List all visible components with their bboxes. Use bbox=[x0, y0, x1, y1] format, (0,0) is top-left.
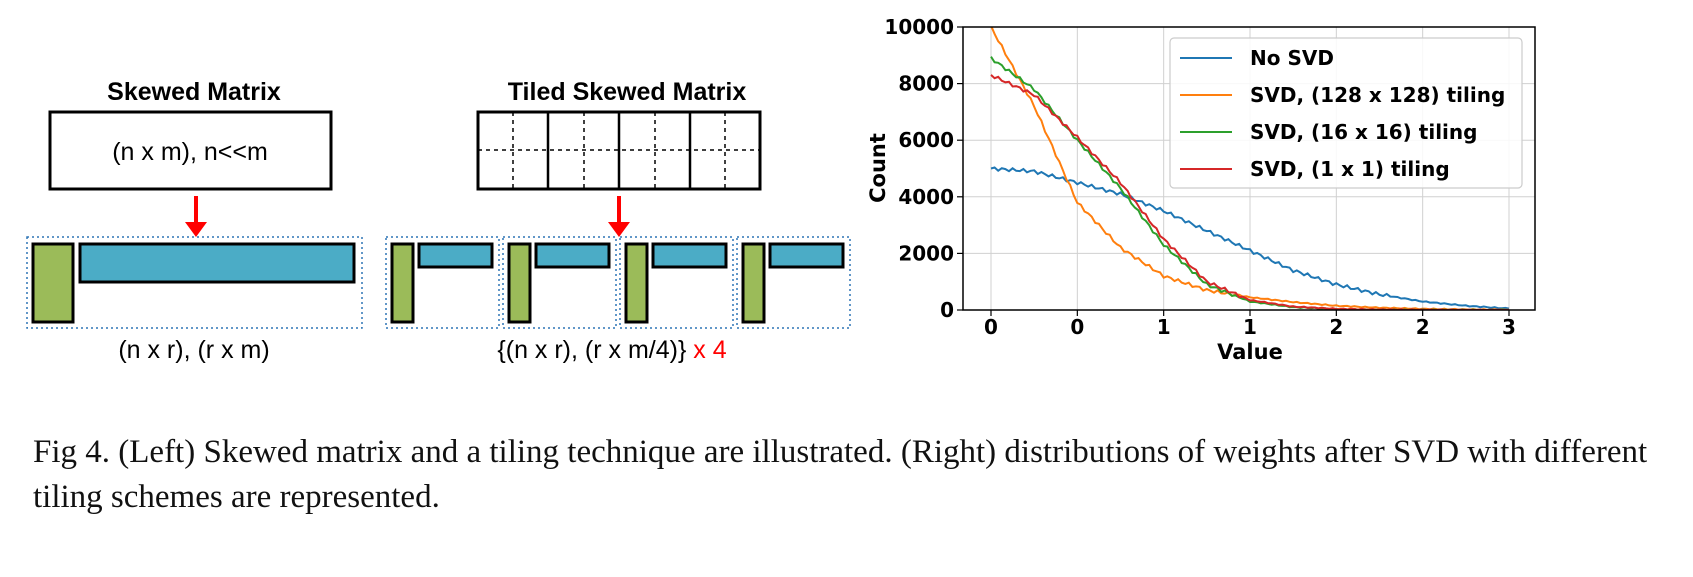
tiled-size-label: {(n x r), (r x m/4)} x 4 bbox=[497, 336, 726, 364]
y-tick-label: 0 bbox=[940, 298, 954, 322]
weight-distribution-chart: 0 0 1 1 2 2 3 0 2000 4000 6000 8000 10000 Value Coun… bbox=[866, 15, 1536, 364]
x-tick-label: 2 bbox=[1416, 315, 1430, 339]
tiled-size-label-times: x 4 bbox=[686, 336, 726, 364]
v-factor-block bbox=[78, 242, 356, 284]
decomposed-dotted-frame bbox=[26, 236, 363, 329]
legend-label: SVD, (1 x 1) tiling bbox=[1250, 157, 1450, 181]
x-tick-label: 0 bbox=[1070, 315, 1084, 339]
x-tick-label: 1 bbox=[1157, 315, 1171, 339]
u-factor-block bbox=[31, 242, 75, 324]
y-axis-label: Count bbox=[866, 133, 890, 203]
tiled-decomposed-blocks bbox=[385, 236, 851, 329]
y-tick-label: 2000 bbox=[898, 241, 954, 265]
y-tick-label: 6000 bbox=[898, 128, 954, 152]
legend-label: SVD, (128 x 128) tiling bbox=[1250, 83, 1505, 107]
y-tick-label: 4000 bbox=[898, 185, 954, 209]
x-tick-label: 3 bbox=[1502, 315, 1516, 339]
x-tick-label: 0 bbox=[984, 315, 998, 339]
y-tick-label: 8000 bbox=[898, 72, 954, 96]
chart-plot-frame bbox=[962, 26, 1536, 311]
tiled-matrix-title: Tiled Skewed Matrix bbox=[508, 78, 747, 106]
skewed-matrix-box bbox=[48, 110, 333, 191]
decomposed-size-label: (n x r), (r x m) bbox=[118, 336, 269, 364]
legend-label: No SVD bbox=[1250, 46, 1334, 70]
legend-label: SVD, (16 x 16) tiling bbox=[1250, 120, 1477, 144]
legend-box bbox=[1169, 37, 1523, 189]
chart-legend: No SVD SVD, (128 x 128) tiling SVD, (16 x … bbox=[1169, 37, 1523, 189]
figure-caption: Fig 4. (Left) Skewed matrix and a tiling… bbox=[33, 434, 1648, 515]
decomposition-arrow-right bbox=[608, 196, 630, 237]
skewed-matrix-diagram: Skewed Matrix (n x m), n<<m (n x r), (r … bbox=[26, 78, 851, 364]
tiled-matrix-grid bbox=[476, 110, 762, 191]
chart-ticks: 0 0 1 1 2 2 3 0 2000 4000 6000 8000 10000 bbox=[884, 15, 1516, 339]
skewed-matrix-size-label: (n x m), n<<m bbox=[112, 138, 268, 166]
decomposition-arrow-left bbox=[185, 196, 207, 237]
x-tick-label: 1 bbox=[1243, 315, 1257, 339]
series-line bbox=[990, 166, 1510, 310]
skewed-matrix-title: Skewed Matrix bbox=[107, 78, 281, 106]
tiled-size-label-main: {(n x r), (r x m/4)} bbox=[497, 336, 686, 364]
y-tick-label: 10000 bbox=[884, 15, 954, 39]
x-axis-label: Value bbox=[1217, 340, 1283, 364]
x-tick-label: 2 bbox=[1329, 315, 1343, 339]
